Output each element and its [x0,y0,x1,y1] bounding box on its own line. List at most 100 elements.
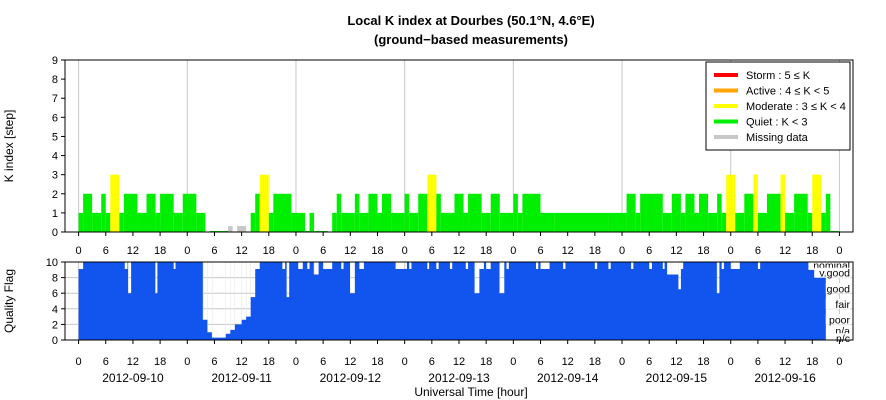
k-bar [404,193,410,232]
k-bar [481,212,491,232]
k-x-tick-label: 0 [836,245,842,257]
k-bar [440,212,455,232]
k-bar [517,212,523,232]
k-plot-ylabel: K index [step] [2,110,16,183]
q-x-tick-label: 0 [836,356,842,368]
k-x-tick-label: 0 [619,245,625,257]
q-x-tick-label: 0 [402,356,408,368]
k-y-tick-label: 5 [52,131,58,143]
q-x-tick-label: 12 [779,356,791,368]
k-x-tick-label: 12 [779,245,791,257]
k-plot-y-ticks: 0 1 2 3 4 5 6 7 8 9 [52,55,65,239]
k-bar [427,174,437,232]
k-bar [554,212,609,232]
k-bar-missing [228,226,233,232]
quality-level-label: good [827,283,851,295]
k-bar [105,212,111,232]
k-bar [780,174,786,232]
k-bar [137,212,147,232]
quality-flag-area [78,262,826,340]
q-x-tick-label: 6 [646,356,652,368]
k-bar [259,174,269,232]
legend-entry-label: Active : 4 ≤ K < 5 [746,86,829,98]
k-bar [744,193,754,232]
k-bar [268,212,274,232]
k-bar [119,212,124,232]
k-x-tick-label: 18 [371,245,383,257]
k-bar [726,174,736,232]
k-bar [291,212,306,232]
k-x-tick-label: 18 [154,245,166,257]
q-x-tick-label: 0 [184,356,190,368]
k-x-tick-label: 6 [429,245,435,257]
quality-level-label: fair [835,299,850,311]
k-x-tick-label: 18 [480,245,492,257]
q-x-tick-label: 12 [453,356,465,368]
k-bar [680,212,686,232]
k-bar [662,212,672,232]
q-x-tick-label: 12 [562,356,574,368]
k-bar [735,212,745,232]
k-plot-x-ticks: 0 6 12 18 0 6 12 18 0 6 12 18 0 6 12 18 0 6 12 18 0 6 12 18 0 6 12… [76,232,842,257]
k-bar [708,212,718,232]
k-bar [101,193,106,232]
k-bar [173,212,183,232]
k-bar [757,212,767,232]
quality-level-label: v.good [819,268,850,280]
k-bar [83,193,93,232]
k-y-tick-label: 8 [52,74,58,86]
quality-level-bg [831,325,851,336]
q-plot-y-ticks: 0 2 4 6 8 10 [46,257,65,347]
q-y-tick-label: 2 [52,319,58,331]
k-bar [359,212,369,232]
legend-entry-label: Quiet : K < 3 [746,117,807,129]
k-bar [499,212,514,232]
k-bar [409,212,419,232]
quality-level-bg [825,298,851,309]
k-x-tick-label: 6 [537,245,543,257]
q-x-tick-label: 0 [76,356,82,368]
x-axis-label: Universal Time [hour] [414,385,527,399]
k-bar [721,212,727,232]
k-bar [671,193,681,232]
quality-level-bg [825,314,851,325]
q-x-tick-label: 0 [293,356,299,368]
q-x-tick-label: 18 [589,356,601,368]
q-x-tick-label: 18 [371,356,383,368]
q-x-tick-label: 0 [728,356,734,368]
q-x-tick-label: 18 [806,356,818,368]
chart-subtitle: (ground−based measurements) [374,32,568,47]
k-x-tick-label: 12 [453,245,465,257]
k-plot-bars [78,174,840,233]
k-x-tick-label: 0 [402,245,408,257]
k-bar [255,193,260,232]
k-bar [92,212,102,232]
k-bar [182,193,197,232]
quality-level-bg [831,333,851,344]
legend-entry-label: Storm : 5 ≤ K [746,70,811,82]
k-y-tick-label: 3 [52,170,58,182]
k-bar [160,193,174,232]
k-x-tick-label: 18 [806,245,818,257]
date-label: 2012-09-13 [428,371,490,385]
q-x-tick-label: 0 [619,356,625,368]
k-x-tick-label: 12 [127,245,139,257]
k-bar [785,212,795,232]
k-bar [309,212,315,232]
legend-entry-label: Moderate : 3 ≤ K < 4 [746,101,846,113]
k-x-tick-label: 0 [728,245,734,257]
k-bar [617,212,627,232]
k-bar [146,193,156,232]
q-x-tick-label: 18 [154,356,166,368]
legend: Storm : 5 ≤ K Active : 4 ≤ K < 5 Moderate … [705,61,851,151]
k-bar [454,193,464,232]
k-bar [273,193,292,232]
quality-level-bg [814,267,851,278]
k-bar-missing [237,226,247,232]
q-y-tick-label: 8 [52,273,58,285]
k-x-tick-label: 0 [293,245,299,257]
k-bar [196,212,206,232]
k-bar [123,193,138,232]
k-bar [382,193,392,232]
